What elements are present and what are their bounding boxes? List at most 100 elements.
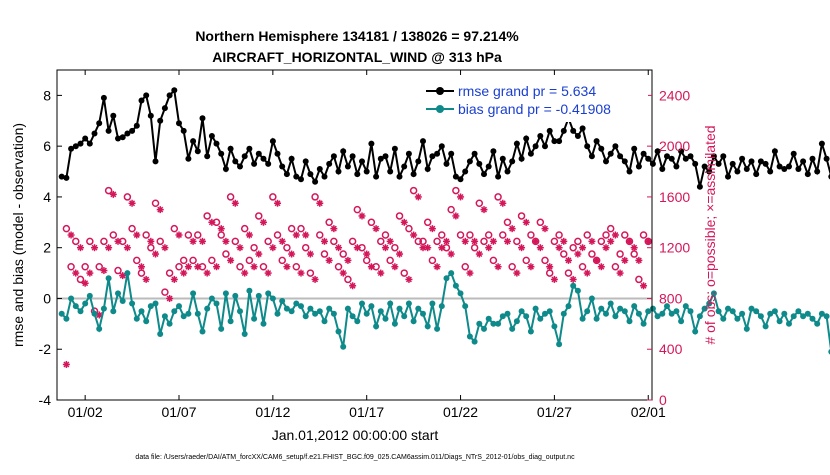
rmse-point	[354, 171, 361, 178]
obs-possible-point	[409, 186, 418, 195]
rmse-point	[180, 127, 187, 134]
rmse-point	[194, 148, 201, 155]
rmse-point	[143, 92, 150, 99]
bias-point	[584, 308, 591, 315]
rmse-point	[659, 166, 666, 172]
obs-assimilated-point	[644, 237, 652, 245]
rmse-point	[532, 143, 539, 150]
bias-point	[734, 315, 741, 322]
obs-assimilated-point	[325, 256, 333, 264]
rmse-point	[415, 158, 422, 165]
bias-point	[823, 313, 830, 320]
rmse-point	[654, 148, 661, 155]
bias-point	[91, 310, 98, 317]
rmse-point	[72, 143, 79, 150]
rmse-point	[701, 163, 708, 170]
rmse-point	[579, 125, 586, 132]
obs-possible-point	[297, 224, 305, 233]
rmse-point	[115, 135, 121, 142]
y2-tick-label: 0	[659, 392, 667, 408]
obs-possible-point	[611, 262, 620, 271]
obs-assimilated-point	[396, 250, 404, 258]
obs-possible-point	[179, 256, 188, 265]
bias-point	[729, 308, 736, 315]
obs-assimilated-point	[203, 269, 211, 277]
rmse-point	[767, 168, 774, 175]
rmse-point	[729, 160, 736, 167]
bias-point	[556, 341, 563, 348]
bias-point	[227, 318, 234, 325]
rmse-point	[786, 163, 792, 170]
rmse-point	[640, 150, 647, 157]
bias-point	[96, 325, 103, 332]
obs-assimilated-point	[330, 225, 338, 233]
rmse-point	[377, 155, 384, 162]
bias-point	[269, 295, 276, 302]
y2-tick-label: 1200	[659, 240, 690, 256]
rmse-point	[260, 155, 267, 162]
obs-assimilated-point	[76, 244, 84, 252]
obs-possible-point	[95, 262, 103, 271]
rmse-point	[330, 153, 337, 160]
bias-point	[767, 310, 774, 317]
bias-point	[330, 310, 337, 317]
rmse-point	[232, 158, 239, 165]
bias-point	[443, 275, 450, 282]
rmse-point	[574, 133, 581, 139]
obs-possible-point	[325, 218, 333, 227]
obs-assimilated-point	[363, 250, 371, 258]
rmse-point	[138, 97, 145, 104]
bias-point	[279, 298, 286, 304]
rmse-point	[617, 153, 624, 160]
bias-point	[476, 320, 483, 327]
obs-assimilated-point	[147, 237, 155, 245]
plot-area	[57, 70, 652, 400]
rmse-point	[692, 160, 699, 167]
obs-assimilated-point	[255, 250, 263, 258]
rmse-point	[462, 168, 469, 175]
obs-possible-point	[311, 193, 319, 201]
rmse-point	[213, 140, 220, 147]
obs-possible-point	[391, 243, 399, 252]
bias-point	[82, 300, 89, 307]
obs-assimilated-point	[372, 225, 380, 233]
rmse-point	[499, 155, 506, 162]
obs-possible-point	[405, 224, 413, 233]
rmse-point	[100, 94, 107, 101]
obs-possible-point	[499, 231, 507, 239]
obs-assimilated-point	[475, 250, 483, 258]
bias-point	[757, 313, 764, 320]
rmse-point	[771, 148, 778, 155]
rmse-point	[185, 155, 192, 162]
obs-possible-point	[621, 231, 629, 239]
rmse-point	[218, 150, 225, 157]
rmse-point	[612, 143, 619, 150]
bias-point	[495, 320, 502, 327]
bias-point	[593, 315, 600, 322]
bias-point	[359, 300, 365, 307]
bias-point	[537, 315, 544, 322]
obs-assimilated-point	[457, 193, 465, 201]
bias-point	[129, 300, 136, 307]
obs-assimilated-point	[311, 275, 319, 283]
obs-possible-point	[503, 218, 512, 227]
rmse-point	[283, 171, 290, 178]
obs-assimilated-point	[274, 199, 282, 207]
obs-assimilated-point	[283, 263, 291, 271]
obs-possible-point	[555, 231, 563, 239]
bias-point	[692, 328, 699, 335]
obs-possible-point	[320, 250, 329, 258]
obs-possible-point	[264, 237, 272, 246]
obs-possible-point	[306, 269, 315, 277]
rmse-point	[166, 92, 173, 99]
bias-point	[307, 305, 314, 312]
bias-point	[542, 310, 548, 317]
obs-assimilated-point	[81, 279, 89, 287]
bias-point	[218, 325, 225, 332]
bias-point	[588, 295, 595, 302]
bias-point	[405, 300, 412, 307]
rmse-point	[781, 166, 788, 172]
obs-possible-point	[330, 237, 338, 246]
obs-assimilated-point	[630, 244, 638, 252]
